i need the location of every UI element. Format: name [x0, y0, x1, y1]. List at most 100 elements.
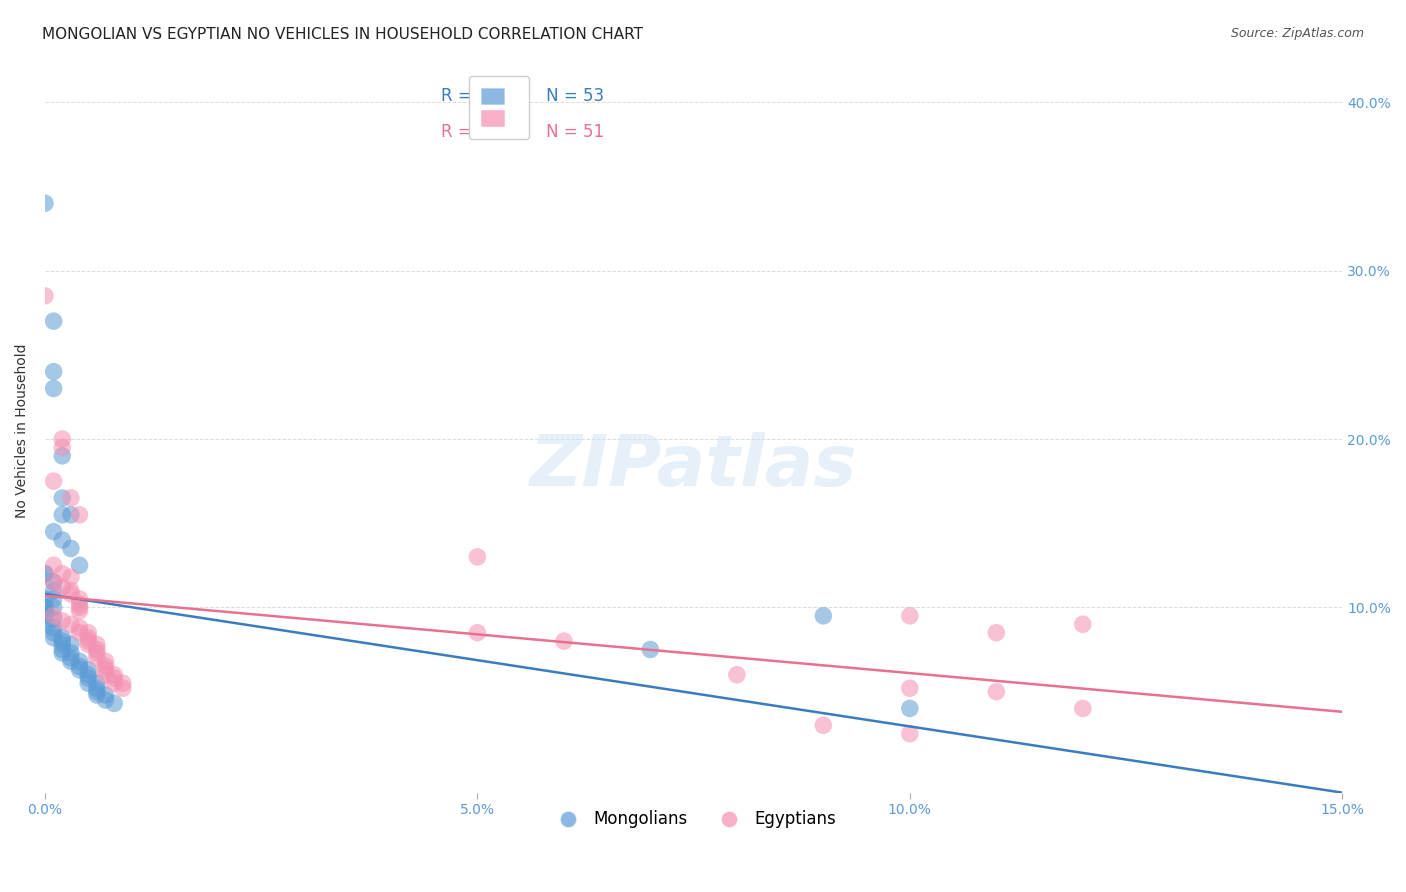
- Mongolians: [94, 693, 117, 707]
- Mongolians: [42, 524, 65, 539]
- Mongolians: [77, 667, 100, 681]
- Egyptians: [86, 642, 108, 657]
- Egyptians: [813, 718, 835, 732]
- Egyptians: [898, 608, 921, 623]
- Egyptians: [86, 637, 108, 651]
- Mongolians: [42, 600, 65, 615]
- Mongolians: [34, 608, 56, 623]
- Egyptians: [42, 558, 65, 573]
- Egyptians: [986, 684, 1008, 698]
- Mongolians: [42, 382, 65, 396]
- Mongolians: [69, 558, 91, 573]
- Mongolians: [51, 637, 73, 651]
- Egyptians: [69, 625, 91, 640]
- Mongolians: [42, 631, 65, 645]
- Egyptians: [94, 659, 117, 673]
- Mongolians: [59, 654, 82, 668]
- Mongolians: [42, 575, 65, 590]
- Egyptians: [51, 566, 73, 581]
- Egyptians: [77, 625, 100, 640]
- Mongolians: [59, 637, 82, 651]
- Mongolians: [51, 646, 73, 660]
- Egyptians: [86, 646, 108, 660]
- Egyptians: [69, 597, 91, 611]
- Mongolians: [34, 566, 56, 581]
- Egyptians: [94, 667, 117, 681]
- Mongolians: [51, 508, 73, 522]
- Mongolians: [34, 592, 56, 607]
- Mongolians: [34, 600, 56, 615]
- Egyptians: [77, 634, 100, 648]
- Egyptians: [467, 625, 489, 640]
- Mongolians: [77, 671, 100, 685]
- Egyptians: [59, 491, 82, 505]
- Egyptians: [898, 681, 921, 696]
- Egyptians: [69, 592, 91, 607]
- Egyptians: [86, 651, 108, 665]
- Egyptians: [103, 667, 125, 681]
- Egyptians: [51, 614, 73, 628]
- Mongolians: [34, 196, 56, 211]
- Mongolians: [59, 651, 82, 665]
- Egyptians: [59, 587, 82, 601]
- Mongolians: [94, 688, 117, 702]
- Egyptians: [103, 676, 125, 690]
- Egyptians: [42, 474, 65, 488]
- Egyptians: [42, 608, 65, 623]
- Mongolians: [813, 608, 835, 623]
- Mongolians: [42, 621, 65, 635]
- Egyptians: [725, 667, 748, 681]
- Mongolians: [103, 697, 125, 711]
- Text: ZIPatlas: ZIPatlas: [530, 433, 858, 501]
- Mongolians: [69, 663, 91, 677]
- Egyptians: [111, 681, 134, 696]
- Egyptians: [77, 637, 100, 651]
- Mongolians: [42, 583, 65, 598]
- Mongolians: [51, 642, 73, 657]
- Egyptians: [111, 676, 134, 690]
- Mongolians: [86, 684, 108, 698]
- Legend: Mongolians, Egyptians: Mongolians, Egyptians: [544, 804, 842, 835]
- Mongolians: [69, 654, 91, 668]
- Mongolians: [59, 508, 82, 522]
- Mongolians: [86, 676, 108, 690]
- Mongolians: [42, 365, 65, 379]
- Text: R = -0.291   N = 53: R = -0.291 N = 53: [440, 87, 603, 105]
- Egyptians: [51, 432, 73, 446]
- Egyptians: [51, 580, 73, 594]
- Egyptians: [69, 508, 91, 522]
- Mongolians: [42, 592, 65, 607]
- Mongolians: [42, 612, 65, 626]
- Mongolians: [77, 676, 100, 690]
- Mongolians: [42, 314, 65, 328]
- Mongolians: [51, 634, 73, 648]
- Mongolians: [51, 631, 73, 645]
- Egyptians: [69, 600, 91, 615]
- Egyptians: [1071, 617, 1094, 632]
- Text: R = -0.239   N = 51: R = -0.239 N = 51: [440, 123, 603, 141]
- Mongolians: [34, 606, 56, 620]
- Egyptians: [467, 549, 489, 564]
- Text: MONGOLIAN VS EGYPTIAN NO VEHICLES IN HOUSEHOLD CORRELATION CHART: MONGOLIAN VS EGYPTIAN NO VEHICLES IN HOU…: [42, 27, 643, 42]
- Y-axis label: No Vehicles in Household: No Vehicles in Household: [15, 343, 30, 518]
- Text: Source: ZipAtlas.com: Source: ZipAtlas.com: [1230, 27, 1364, 40]
- Egyptians: [94, 663, 117, 677]
- Egyptians: [94, 654, 117, 668]
- Mongolians: [86, 681, 108, 696]
- Egyptians: [59, 570, 82, 584]
- Egyptians: [59, 617, 82, 632]
- Mongolians: [34, 600, 56, 615]
- Mongolians: [34, 566, 56, 581]
- Egyptians: [42, 575, 65, 590]
- Egyptians: [898, 727, 921, 741]
- Egyptians: [69, 604, 91, 618]
- Egyptians: [986, 625, 1008, 640]
- Egyptians: [59, 583, 82, 598]
- Mongolians: [898, 701, 921, 715]
- Mongolians: [59, 646, 82, 660]
- Mongolians: [34, 617, 56, 632]
- Mongolians: [51, 533, 73, 547]
- Mongolians: [77, 663, 100, 677]
- Egyptians: [51, 441, 73, 455]
- Mongolians: [59, 541, 82, 556]
